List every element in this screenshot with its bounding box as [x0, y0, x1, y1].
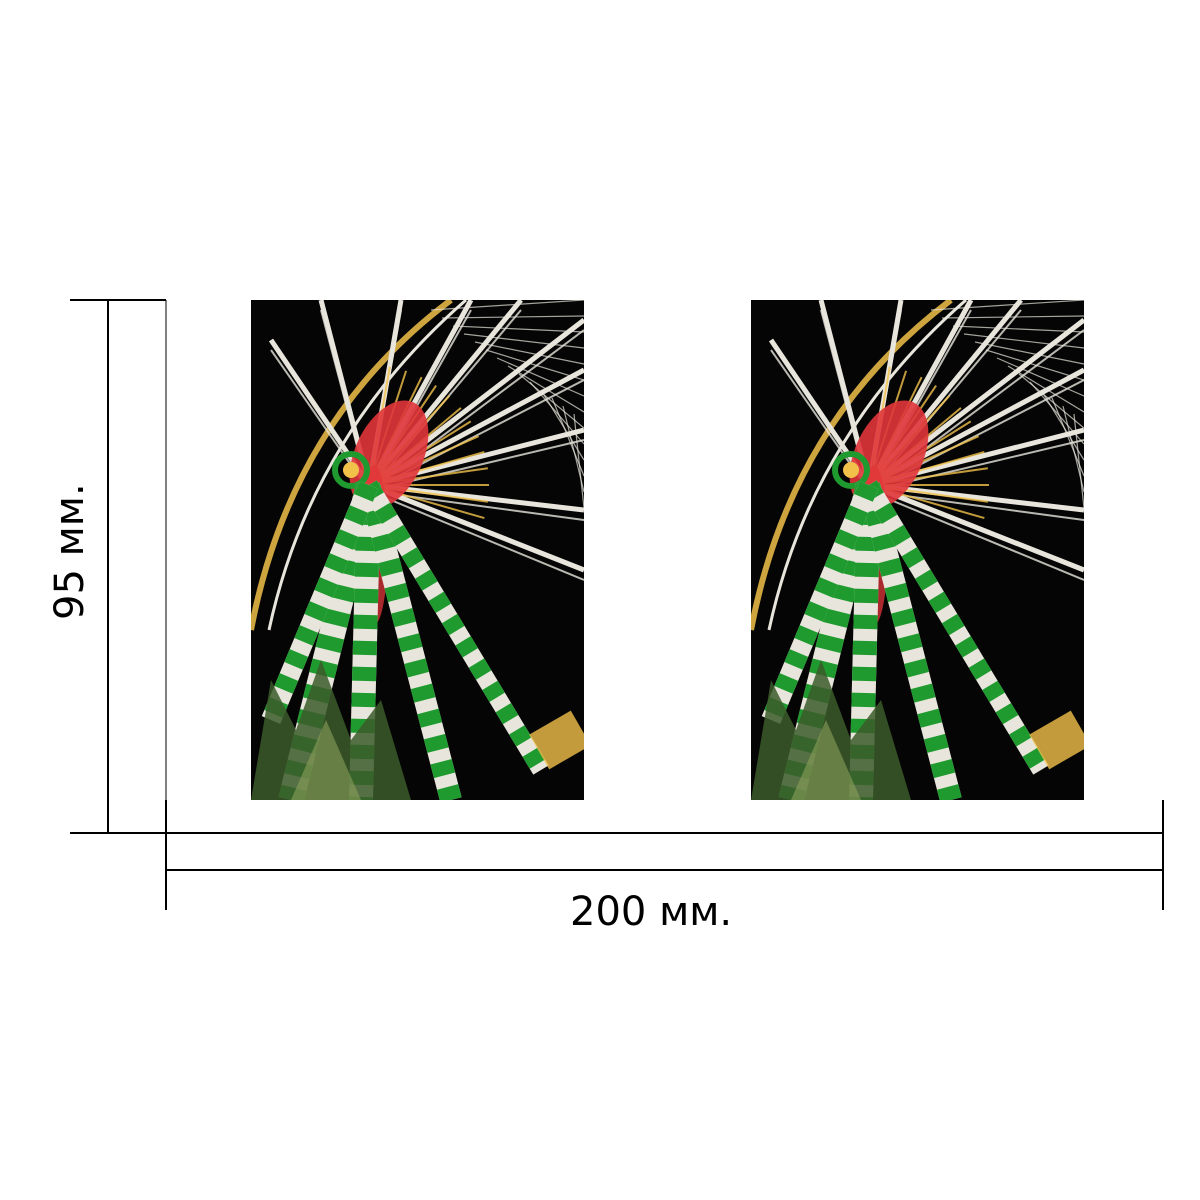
ferris-wheel-photo-right	[751, 300, 1084, 800]
ferris-wheel-photo-left	[251, 300, 584, 800]
ferris-wheel-image	[251, 300, 584, 800]
height-label: 95 мм.	[47, 483, 93, 620]
ferris-wheel-image	[751, 300, 1084, 800]
width-label: 200 мм.	[570, 889, 733, 935]
